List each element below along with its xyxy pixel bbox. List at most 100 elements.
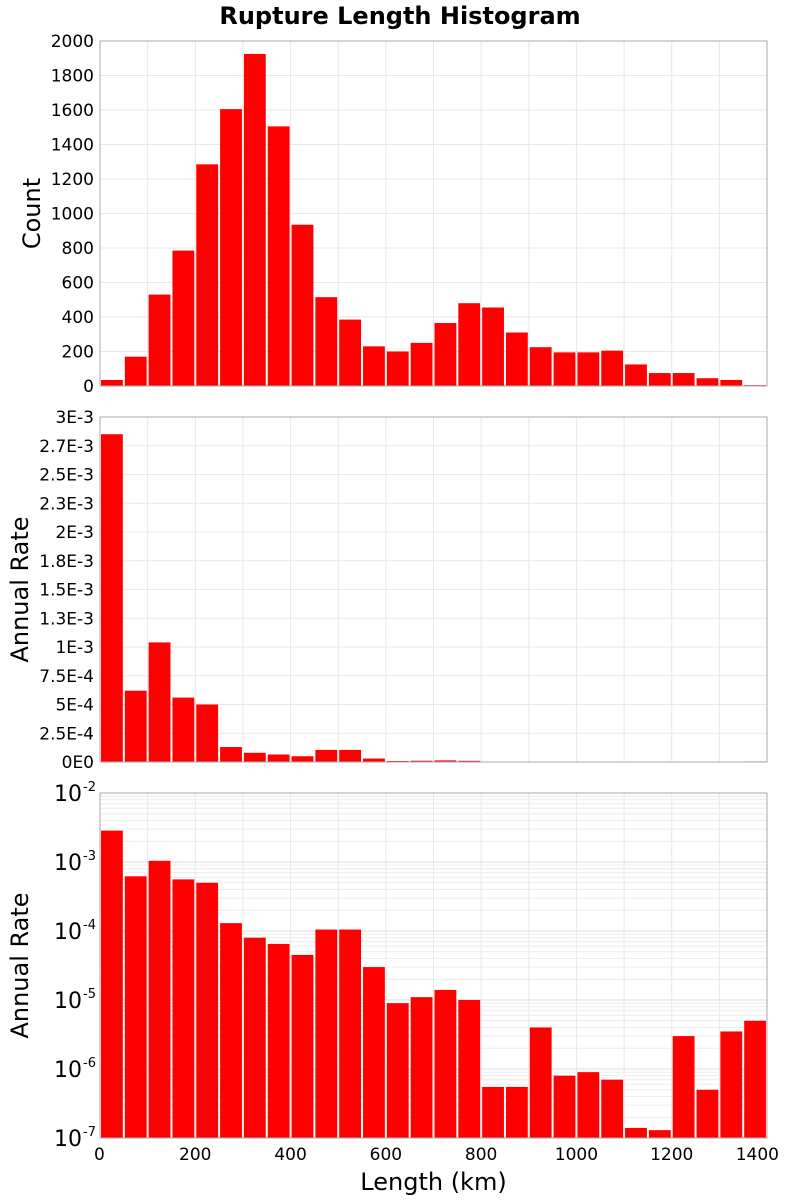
y-tick-exponent: -6 bbox=[83, 1056, 96, 1071]
histogram-bar bbox=[243, 53, 266, 386]
histogram-bar bbox=[339, 319, 362, 386]
histogram-bar bbox=[625, 1127, 647, 1138]
histogram-bar bbox=[363, 758, 385, 762]
histogram-bar bbox=[720, 379, 743, 386]
histogram-bar bbox=[196, 164, 219, 386]
histogram-bar bbox=[363, 967, 385, 1138]
histogram-bar bbox=[124, 356, 147, 386]
histogram-bar bbox=[339, 929, 362, 1138]
histogram-bar bbox=[291, 224, 314, 386]
annual-rate-linear-panel: 0E0 2.5E-4 5E-4 7.5E-4 1E-3 1.3E-3 1.5E-3 1.8E-… bbox=[6, 408, 768, 773]
histogram-bar bbox=[648, 373, 671, 386]
histogram-bar bbox=[220, 747, 242, 762]
y-axis-label: Annual Rate bbox=[6, 516, 34, 662]
histogram-bar bbox=[386, 351, 409, 386]
histogram-bar bbox=[101, 434, 123, 762]
y-tick-label: 400 bbox=[62, 308, 94, 328]
plot-frame bbox=[99, 792, 768, 1139]
x-tick-label: 800 bbox=[465, 1145, 497, 1165]
y-tick-label: 1400 bbox=[51, 136, 94, 156]
histogram-bar bbox=[291, 756, 314, 762]
histogram-bar bbox=[672, 373, 695, 386]
histogram-bar bbox=[101, 830, 123, 1138]
histogram-bar bbox=[267, 754, 290, 762]
histogram-bar bbox=[434, 760, 457, 762]
histogram-bar bbox=[363, 346, 385, 386]
histogram-bar bbox=[148, 642, 171, 762]
histogram-bar bbox=[386, 760, 409, 762]
count-panel: 0 200 400 600 800 1000 1200 1400 1600 1800 2000 Cou… bbox=[18, 32, 768, 397]
histogram-bar bbox=[601, 1079, 624, 1138]
plot-frame bbox=[99, 40, 768, 387]
histogram-bar bbox=[696, 378, 719, 386]
histogram-bar bbox=[553, 1075, 576, 1138]
y-tick-label: 5E-4 bbox=[55, 696, 94, 716]
y-tick-label: 10 bbox=[54, 920, 82, 945]
y-tick-exponent: -4 bbox=[83, 918, 96, 933]
y-tick-label: 2.7E-3 bbox=[39, 437, 94, 457]
histogram-bar bbox=[458, 760, 481, 762]
x-tick-label: 1400 bbox=[736, 1145, 779, 1165]
histogram-bar bbox=[148, 294, 171, 386]
y-tick-label: 1.8E-3 bbox=[39, 552, 94, 572]
y-axis-label: Annual Rate bbox=[6, 892, 34, 1038]
histogram-bar bbox=[243, 752, 266, 762]
histogram-bar bbox=[124, 876, 147, 1138]
histogram-bar bbox=[243, 937, 266, 1138]
histogram-bar bbox=[315, 929, 338, 1138]
plot-frame bbox=[99, 416, 768, 763]
y-tick-label: 1.5E-3 bbox=[39, 581, 94, 601]
y-tick-label: 10 bbox=[54, 1058, 82, 1083]
histogram-bar bbox=[458, 303, 481, 386]
y-tick-label: 2.5E-4 bbox=[39, 724, 94, 744]
y-tick-label: 1600 bbox=[51, 101, 94, 121]
histogram-bar bbox=[482, 1086, 504, 1138]
histogram-bar bbox=[315, 297, 338, 386]
y-tick-label: 1200 bbox=[51, 170, 94, 190]
histogram-bar bbox=[148, 860, 171, 1138]
histogram-bar bbox=[172, 697, 195, 762]
histogram-bar bbox=[434, 323, 457, 386]
histogram-bar bbox=[505, 1086, 528, 1138]
histogram-bar bbox=[124, 690, 147, 762]
y-tick-label: 2.5E-3 bbox=[39, 466, 94, 486]
y-tick-exponent: -5 bbox=[83, 987, 96, 1002]
histogram-bar bbox=[196, 882, 219, 1138]
histogram-bar bbox=[482, 307, 504, 386]
histogram-bar bbox=[553, 352, 576, 386]
histogram-bar bbox=[172, 250, 195, 386]
histogram-bar bbox=[577, 352, 600, 386]
histogram-bar bbox=[410, 760, 433, 762]
x-tick-label: 600 bbox=[370, 1145, 402, 1165]
histogram-bar bbox=[577, 1072, 600, 1138]
histogram-bar bbox=[505, 332, 528, 386]
y-tick-label: 2.3E-3 bbox=[39, 494, 94, 514]
histogram-bar bbox=[601, 350, 624, 386]
histogram-bar bbox=[267, 126, 290, 386]
y-tick-label: 2E-3 bbox=[55, 523, 94, 543]
y-tick-label: 10 bbox=[54, 851, 82, 876]
y-tick-label: 0 bbox=[83, 377, 94, 397]
histogram-bar bbox=[410, 342, 433, 386]
histogram-bar bbox=[458, 1000, 481, 1138]
histogram-bar bbox=[220, 923, 242, 1138]
y-tick-label: 200 bbox=[62, 343, 94, 363]
y-tick-label: 7.5E-4 bbox=[39, 667, 94, 687]
histogram-bar bbox=[196, 704, 219, 762]
histogram-bar bbox=[529, 347, 552, 386]
histogram-bar bbox=[648, 1130, 671, 1138]
x-tick-label: 200 bbox=[179, 1145, 211, 1165]
chart-title: Rupture Length Histogram bbox=[219, 2, 580, 30]
y-tick-label: 800 bbox=[62, 239, 94, 259]
y-tick-label: 1000 bbox=[51, 205, 94, 225]
histogram-bar bbox=[172, 879, 195, 1138]
histogram-bar bbox=[339, 749, 362, 762]
y-tick-label: 1E-3 bbox=[55, 638, 94, 658]
histogram-bar bbox=[101, 379, 123, 386]
histogram-bar bbox=[696, 1089, 719, 1138]
y-tick-label: 0E0 bbox=[62, 753, 94, 773]
y-axis-label: Count bbox=[18, 178, 46, 249]
x-tick-label: 1000 bbox=[555, 1145, 598, 1165]
y-tick-exponent: -7 bbox=[83, 1125, 96, 1140]
